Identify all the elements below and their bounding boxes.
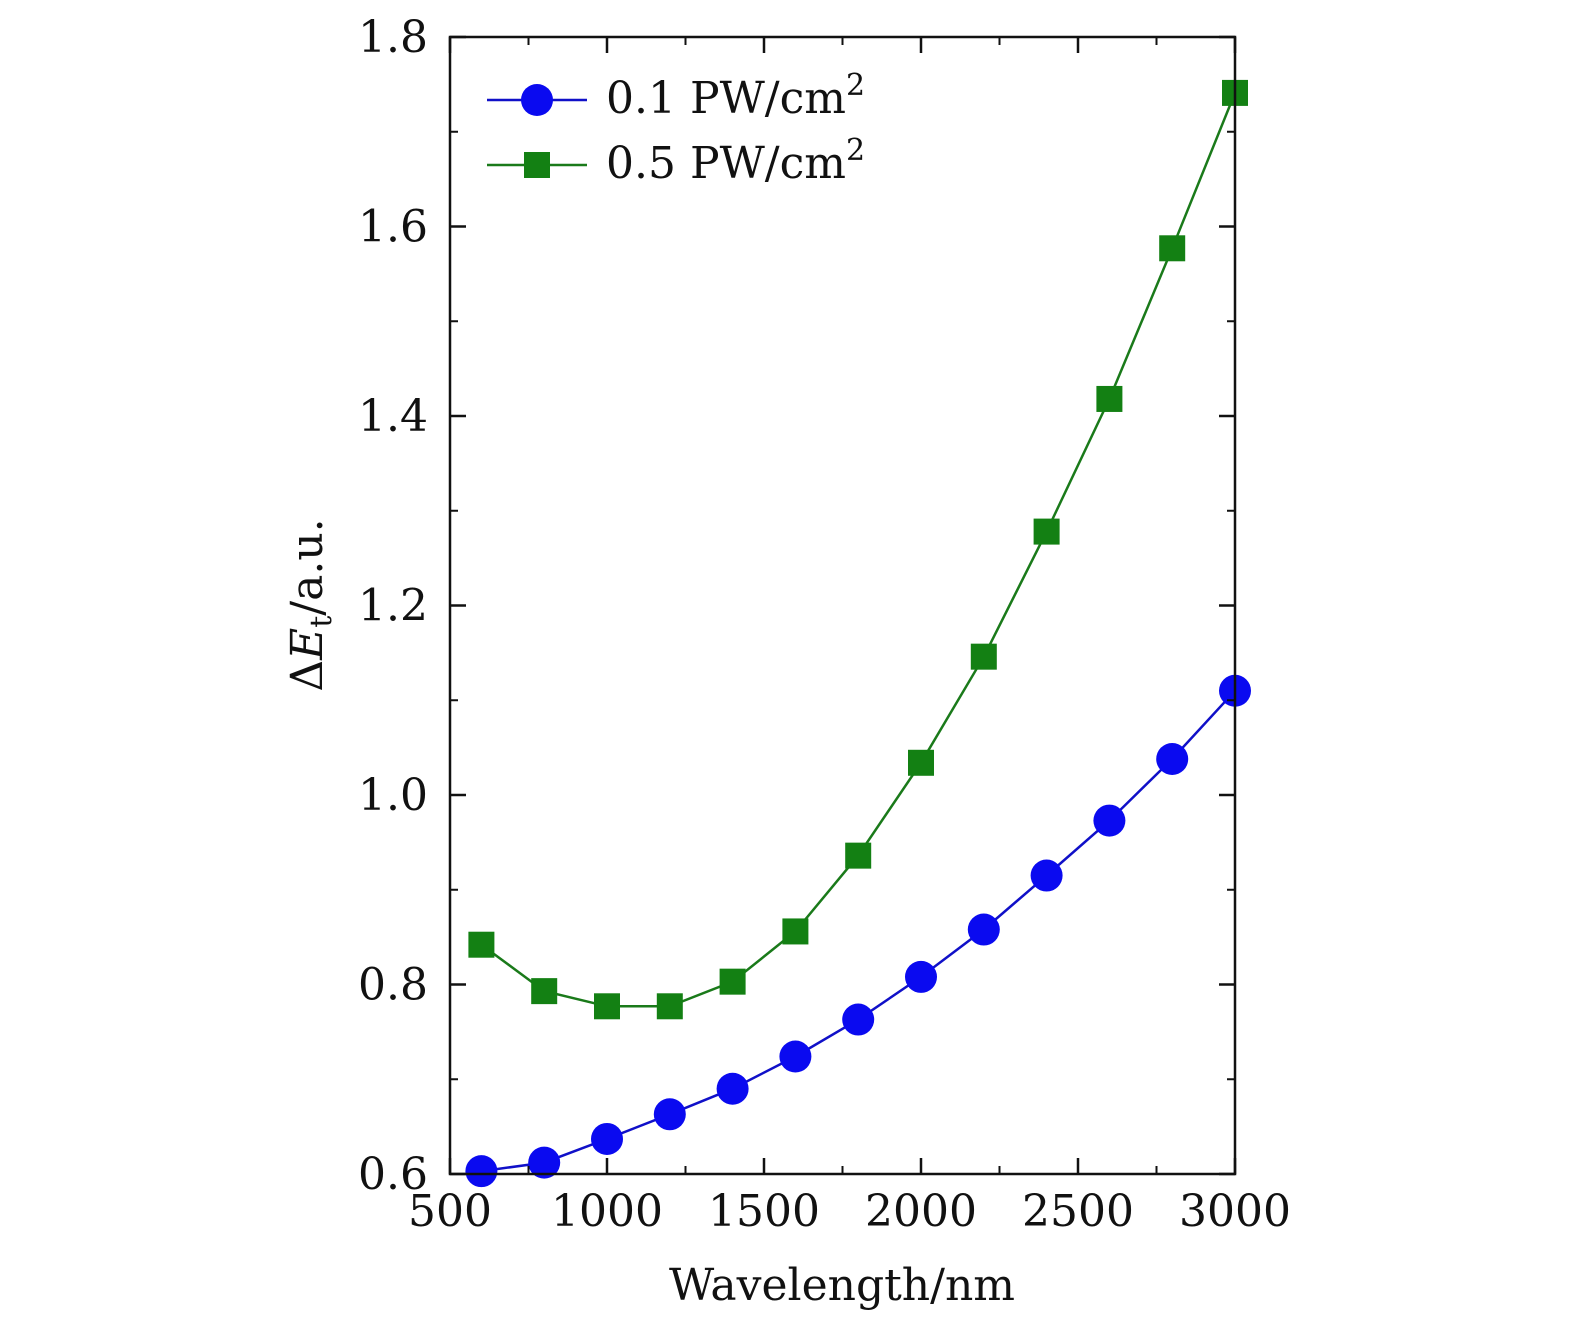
data-point-0 xyxy=(842,1003,875,1036)
series-line-0 xyxy=(481,689,1236,1173)
legend-label-0: 0.1 PW/cm2 xyxy=(606,68,865,124)
data-point-0 xyxy=(653,1098,686,1131)
data-point-1 xyxy=(531,978,558,1005)
x-tick-label: 1500 xyxy=(708,1186,820,1237)
legend-marker-1 xyxy=(524,152,550,178)
data-point-1 xyxy=(782,918,809,945)
y-tick-label: 1.0 xyxy=(358,770,428,821)
y-axis-label-suffix: /a.u. xyxy=(282,518,333,615)
data-point-1 xyxy=(845,842,872,869)
data-point-1 xyxy=(468,931,495,958)
legend-label-1-main: 0.5 PW/cm xyxy=(606,138,846,189)
x-tick-label: 2000 xyxy=(865,1186,977,1237)
data-point-1 xyxy=(656,993,683,1020)
data-point-1 xyxy=(719,968,746,995)
data-point-0 xyxy=(967,913,1000,946)
legend-label-0-sup: 2 xyxy=(846,68,865,103)
y-axis-label-symbol: E xyxy=(282,628,333,661)
axis-ticks: 500 1000 1500 2000 2500 3000 0.6 0.8 1.0 1.2 1.4 1.… xyxy=(358,12,1291,1237)
legend-label-1: 0.5 PW/cm2 xyxy=(606,133,865,189)
legend-label-0-main: 0.1 PW/cm xyxy=(606,73,846,124)
y-tick-label: 0.6 xyxy=(358,1149,428,1200)
data-point-0 xyxy=(465,1155,498,1188)
data-point-0 xyxy=(905,960,937,993)
plot-frame xyxy=(448,35,1237,1176)
y-axis-label: ΔEt/a.u. xyxy=(282,518,339,691)
data-point-0 xyxy=(716,1072,749,1105)
data-point-0 xyxy=(779,1040,812,1073)
x-axis-label: Wavelength/nm xyxy=(669,1260,1015,1311)
x-tick-label: 2500 xyxy=(1022,1186,1134,1237)
legend-label-1-sup: 2 xyxy=(846,133,865,168)
data-point-0 xyxy=(528,1146,561,1179)
legend-marker-0 xyxy=(521,84,553,116)
y-tick-label: 1.2 xyxy=(358,581,428,632)
legend-entry-0: 0.1 PW/cm2 xyxy=(487,68,865,124)
y-axis-label-subscript: t xyxy=(304,616,339,628)
x-tick-label: 500 xyxy=(408,1186,492,1237)
data-point-1 xyxy=(970,643,997,670)
data-point-0 xyxy=(1030,859,1063,892)
series-line-1 xyxy=(480,92,1237,1008)
data-point-0 xyxy=(1093,804,1126,837)
x-tick-label: 3000 xyxy=(1179,1186,1291,1237)
data-point-0 xyxy=(591,1122,623,1155)
legend-entry-1: 0.5 PW/cm2 xyxy=(487,133,865,189)
data-point-1 xyxy=(1159,235,1186,262)
data-point-0 xyxy=(1156,742,1189,775)
y-tick-label: 0.8 xyxy=(358,960,428,1011)
data-point-1 xyxy=(1033,518,1060,545)
y-axis-label-prefix: Δ xyxy=(282,660,333,692)
x-tick-label: 1000 xyxy=(551,1186,663,1237)
y-tick-label: 1.6 xyxy=(358,202,428,253)
plot-area xyxy=(465,79,1251,1188)
legend: 0.1 PW/cm2 0.5 PW/cm2 xyxy=(487,68,865,189)
data-point-1 xyxy=(1096,385,1123,412)
data-point-1 xyxy=(594,993,620,1020)
y-tick-label: 1.8 xyxy=(358,12,428,63)
data-point-1 xyxy=(908,749,934,776)
y-tick-label: 1.4 xyxy=(358,391,428,442)
